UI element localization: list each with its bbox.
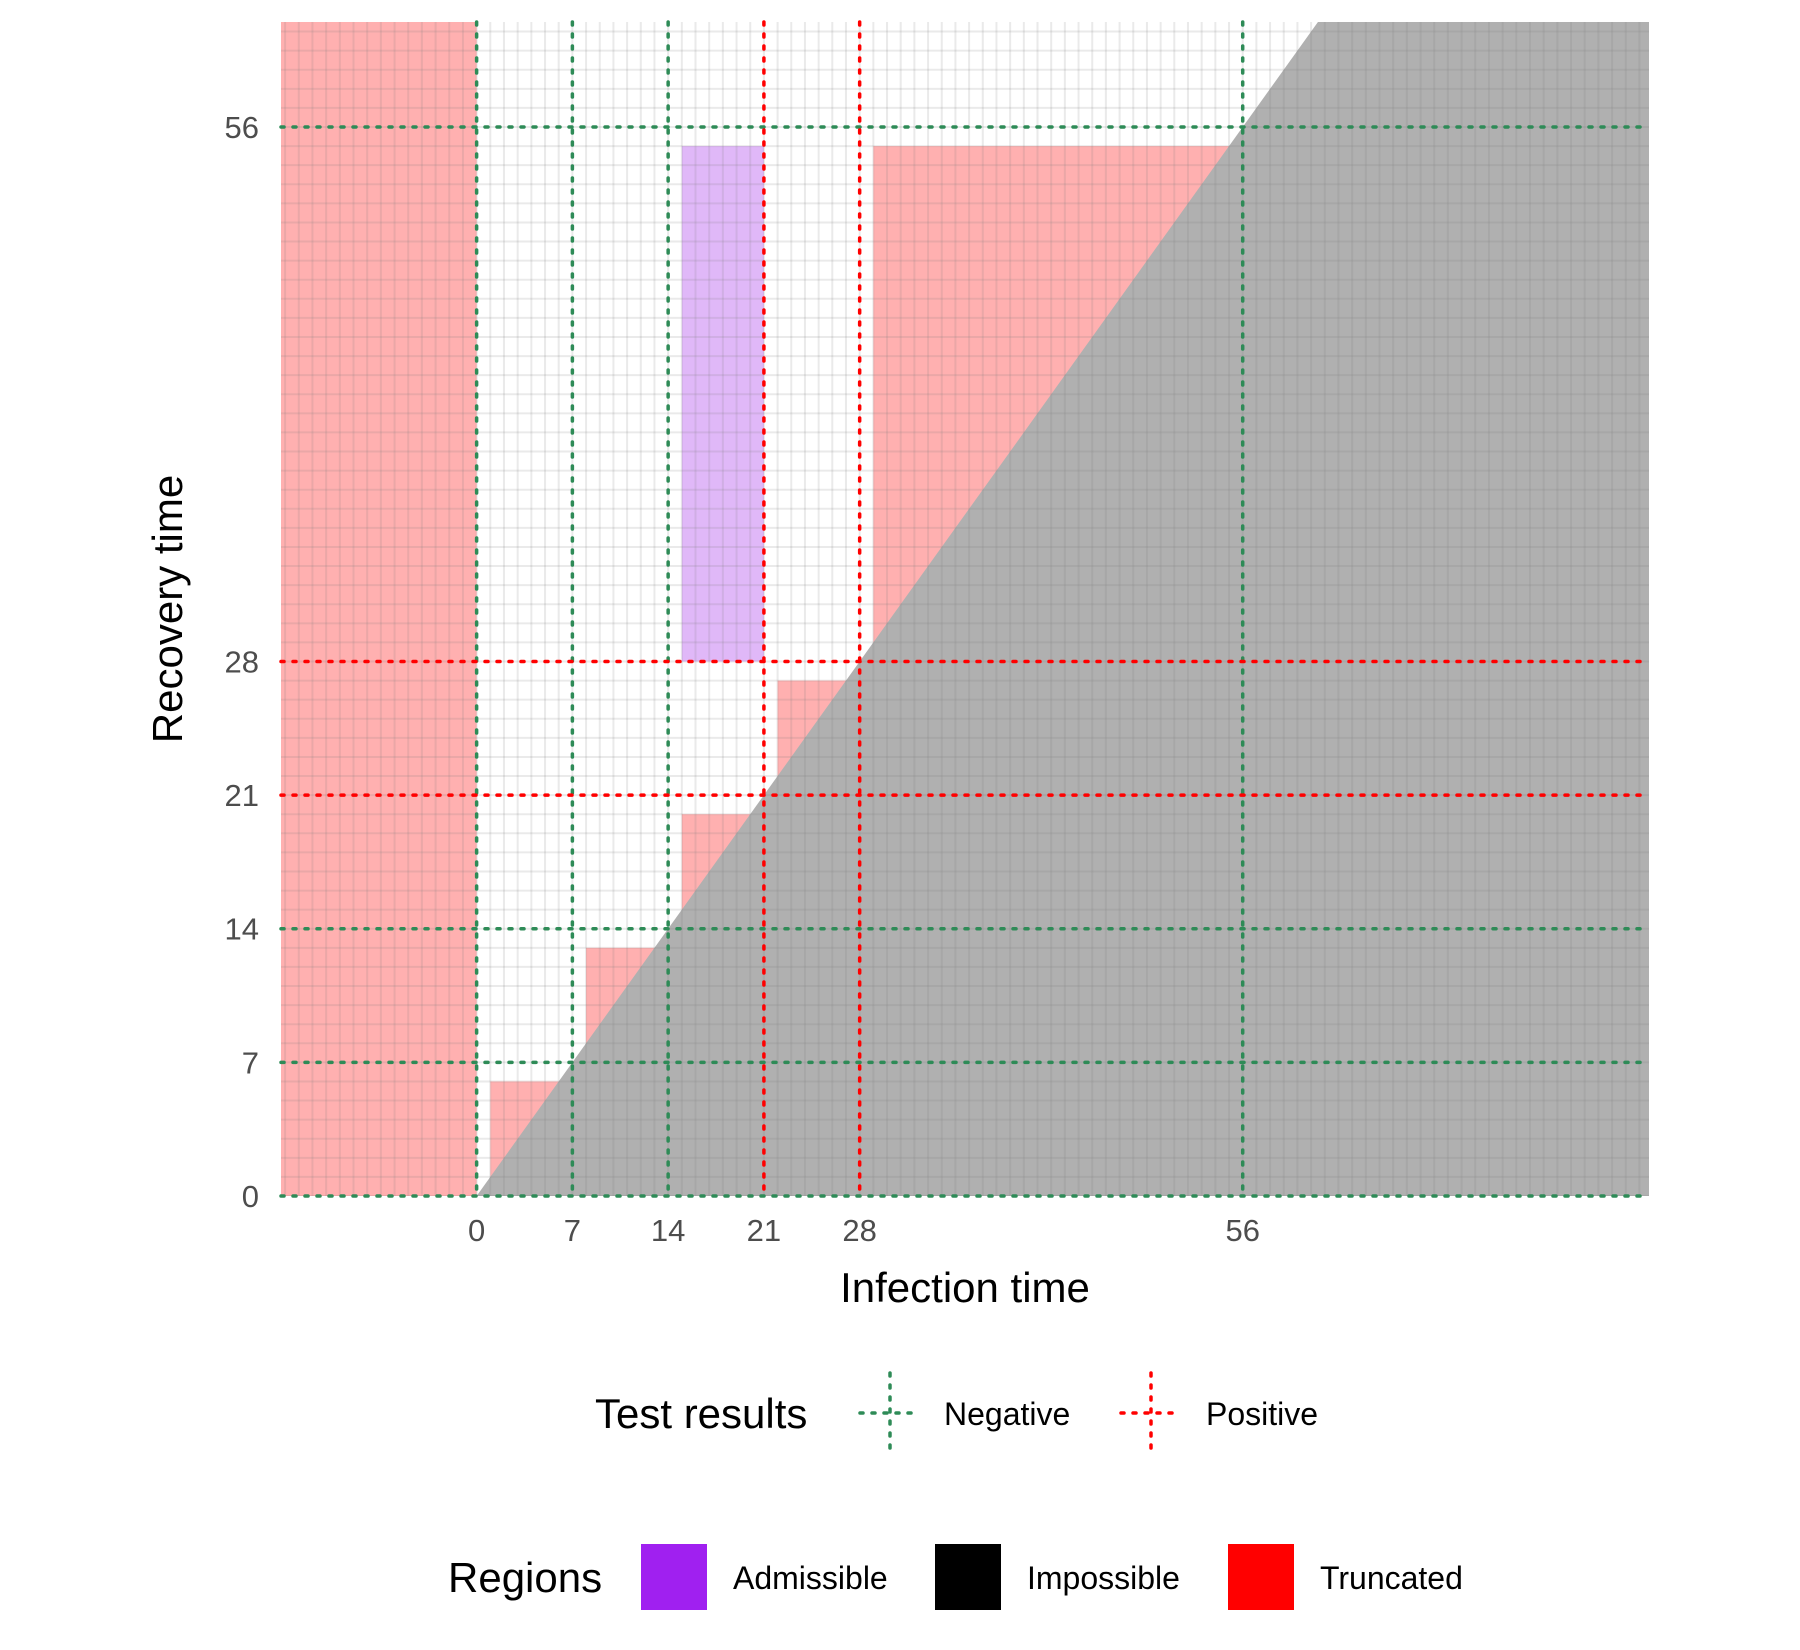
y-tick-label: 0 <box>242 1179 259 1214</box>
y-tick-label: 56 <box>225 110 259 145</box>
legend-test-results-title: Test results <box>595 1390 807 1437</box>
legend-regions-title: Regions <box>448 1554 602 1601</box>
y-tick-label: 7 <box>242 1045 259 1080</box>
legend-label-truncated: Truncated <box>1320 1560 1463 1596</box>
region-fills <box>281 22 1649 1196</box>
legend-label-negative: Negative <box>944 1396 1070 1432</box>
x-tick-label: 21 <box>747 1213 781 1248</box>
legend-test-results: Test results Negative Positive <box>595 1371 1318 1455</box>
legend-swatch-admissible <box>641 1544 707 1610</box>
y-tick-label: 28 <box>225 644 259 679</box>
admissible-region-1 <box>681 146 764 662</box>
legend-label-admissible: Admissible <box>733 1560 888 1596</box>
x-tick-label: 14 <box>651 1213 685 1248</box>
x-axis-title: Infection time <box>840 1264 1090 1311</box>
legend-label-positive: Positive <box>1206 1396 1318 1432</box>
tick-labels: 0 7 14 21 28 56 0 7 14 21 28 56 <box>225 110 1260 1248</box>
impossible-region <box>476 22 1649 1196</box>
x-tick-label: 56 <box>1225 1213 1259 1248</box>
grid <box>281 22 1649 1196</box>
y-axis-title: Recovery time <box>144 475 191 743</box>
test-result-lines <box>279 20 1651 1198</box>
y-tick-label: 21 <box>225 778 259 813</box>
y-tick-label: 14 <box>225 912 259 947</box>
legend-swatch-truncated <box>1228 1544 1294 1610</box>
legend-swatch-impossible <box>935 1544 1001 1610</box>
x-tick-label: 28 <box>842 1213 876 1248</box>
legend-regions: Regions Admissible Impossible Truncated <box>448 1544 1463 1610</box>
x-tick-label: 0 <box>468 1213 485 1248</box>
x-tick-label: 7 <box>564 1213 581 1248</box>
legend-label-impossible: Impossible <box>1027 1560 1180 1596</box>
truncated-region-1 <box>281 22 477 1196</box>
